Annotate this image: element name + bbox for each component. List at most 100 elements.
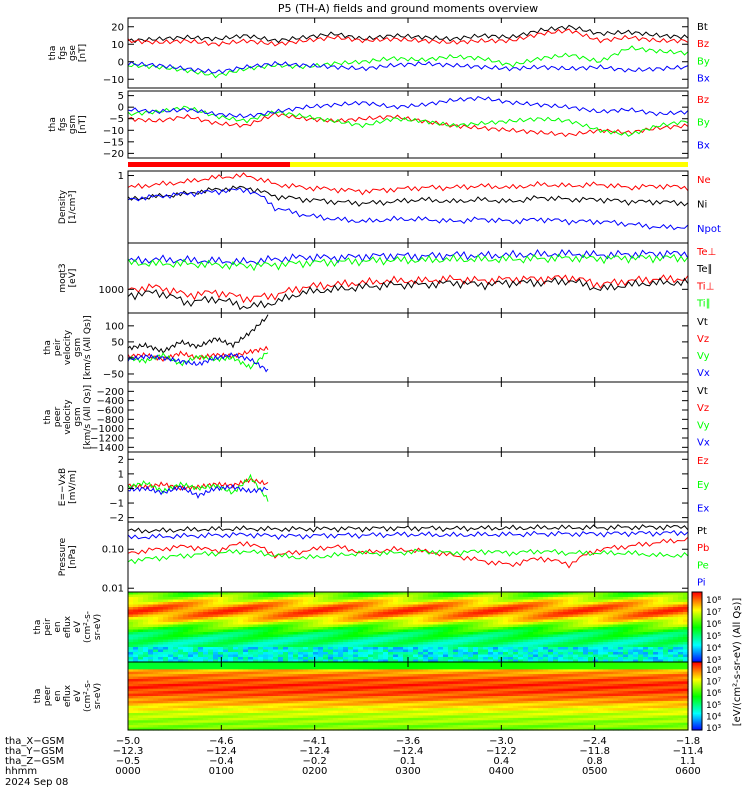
panel-10: thapeerenefluxeV(cm²-s-sr-eV) bbox=[33, 662, 689, 731]
panel-ylabel: fgs bbox=[58, 46, 68, 60]
panel-frame bbox=[128, 18, 688, 88]
panel-frame bbox=[128, 522, 688, 592]
series-line-Vy bbox=[128, 353, 268, 369]
series-line-Bz bbox=[128, 113, 688, 137]
panel-ylabel: [km/s (All Qs)] bbox=[83, 315, 93, 379]
legend-label: Vz bbox=[697, 334, 709, 345]
chart-title: P5 (TH-A) fields and ground moments over… bbox=[278, 2, 538, 15]
panel-6: thapeervelocitygsm[km/s (All Qs)]−200−40… bbox=[43, 382, 710, 454]
y-tick-label: 20 bbox=[111, 22, 124, 33]
legend-label: Bx bbox=[697, 74, 710, 85]
series-line-Ti⊥ bbox=[128, 275, 688, 302]
panel-ylabel: sr-eV) bbox=[93, 614, 103, 640]
y-tick-label: 0 bbox=[118, 103, 124, 114]
y-tick-label: −1400 bbox=[90, 443, 124, 454]
legend-label: By bbox=[697, 56, 710, 67]
legend-label: Ne bbox=[697, 175, 711, 186]
panel-ylabel: [1/cm³] bbox=[68, 190, 78, 223]
y-tick-label: 50 bbox=[111, 337, 124, 348]
legend-label: By bbox=[697, 118, 710, 129]
y-tick-label: 5 bbox=[118, 91, 124, 102]
spectrogram bbox=[128, 662, 689, 731]
legend-label: Te∥ bbox=[696, 264, 713, 275]
legend-label: Ez bbox=[697, 456, 709, 467]
panel-9: thapeirenefluxeV(cm²-s-sr-eV) bbox=[33, 592, 689, 663]
series-line-Bz bbox=[128, 29, 688, 46]
panel-ylabel: Density bbox=[58, 189, 68, 224]
mode-bar-fast bbox=[290, 162, 688, 167]
series-line-Pe bbox=[128, 549, 688, 563]
y-tick-label: 1 bbox=[118, 171, 124, 182]
legend-label: Pi bbox=[697, 578, 706, 589]
legend-label: Ti⊥ bbox=[696, 281, 714, 292]
legend-label: Bt bbox=[697, 22, 708, 33]
legend-label: Vx bbox=[697, 368, 710, 379]
panel-2: thafgsgsm[nT]50−5−10−15−20BzByBx bbox=[48, 91, 710, 160]
panel-ylabel: peer bbox=[43, 685, 53, 706]
legend-label: Vz bbox=[697, 403, 709, 414]
panel-ylabel: gsm bbox=[73, 407, 83, 426]
legend-label: Ex bbox=[697, 504, 709, 515]
panel-ylabel: eV bbox=[73, 689, 83, 702]
panel-ylabel: E=−VxB bbox=[58, 468, 68, 506]
legend-label: Bz bbox=[697, 95, 709, 106]
panel-ylabel: velocity bbox=[63, 399, 73, 435]
legend-label: Vy bbox=[697, 420, 710, 431]
panel-ylabel: [mV/m] bbox=[68, 470, 78, 504]
panel-8: Pressure[nPa]0.100.01PtPbPePi bbox=[58, 522, 709, 595]
panel-3: Density[1/cm³]1NeNiNpot bbox=[58, 171, 721, 243]
spectrogram bbox=[128, 592, 689, 663]
y-tick-label: −5 bbox=[109, 114, 124, 125]
y-tick-label: −20 bbox=[103, 149, 124, 160]
panel-ylabel: [nT] bbox=[78, 44, 88, 62]
y-tick-label: 2 bbox=[118, 455, 124, 466]
series-line-Ne bbox=[128, 173, 688, 195]
y-tick-label: −10 bbox=[103, 75, 124, 86]
legend-label: Vy bbox=[697, 351, 710, 362]
legend-label: Pe bbox=[697, 560, 709, 571]
panel-5: thapeirvelocitygsm[km/s (All Qs)]100500−… bbox=[43, 313, 710, 382]
panel-1: thafgsgse[nT]20100−10BtBzByBx bbox=[48, 18, 710, 88]
legend-label: Pt bbox=[697, 526, 707, 537]
panel-ylabel: tha bbox=[43, 340, 53, 355]
legend-label: Npot bbox=[697, 224, 721, 235]
panel-4: moqt3[eV]1000Te⊥Te∥Ti⊥Ti∥ bbox=[58, 243, 716, 313]
panel-ylabel: gsm bbox=[73, 338, 83, 357]
panel-ylabel: peir bbox=[53, 338, 63, 356]
y-tick-label: 1 bbox=[118, 469, 124, 480]
panel-ylabel: tha bbox=[33, 689, 43, 704]
y-tick-label: −10 bbox=[103, 126, 124, 137]
legend-label: Ey bbox=[697, 480, 709, 491]
panel-7: E=−VxB[mV/m]210−1−2EzEyEx bbox=[58, 452, 709, 524]
series-line-Pi bbox=[128, 531, 688, 540]
panel-ylabel: velocity bbox=[63, 329, 73, 365]
y-tick-label: 1000 bbox=[99, 285, 124, 296]
panel-ylabel: tha bbox=[48, 117, 58, 132]
panel-ylabel: (cm²-s- bbox=[83, 680, 93, 712]
legend-label: Bz bbox=[697, 39, 709, 50]
panel-ylabel: tha bbox=[33, 620, 43, 635]
y-tick-label: −50 bbox=[103, 369, 124, 380]
panel-ylabel: en bbox=[53, 690, 63, 701]
y-tick-label: −1 bbox=[109, 499, 124, 510]
legend-label: Vx bbox=[697, 438, 710, 449]
panel-ylabel: tha bbox=[43, 410, 53, 425]
panel-frame bbox=[128, 313, 688, 382]
series-line-By bbox=[128, 106, 688, 136]
legend-label: Vt bbox=[697, 386, 708, 397]
series-line-Bx bbox=[128, 62, 688, 74]
legend-label: Vt bbox=[697, 317, 708, 328]
panel-ylabel: peir bbox=[43, 618, 53, 636]
panel-ylabel: [nPa] bbox=[68, 545, 78, 568]
y-tick-label: 0.10 bbox=[102, 545, 124, 556]
series-line-Npot bbox=[128, 188, 688, 230]
legend-label: Pb bbox=[697, 543, 709, 554]
panel-ylabel: (cm²-s- bbox=[83, 611, 93, 643]
panel-ylabel: eV bbox=[73, 620, 83, 633]
panel-ylabel: eflux bbox=[63, 684, 73, 707]
y-tick-label: 0 bbox=[118, 57, 124, 68]
panel-ylabel: [nT] bbox=[78, 115, 88, 133]
panel-ylabel: fgs bbox=[58, 117, 68, 131]
panel-ylabel: gsm bbox=[68, 115, 78, 134]
